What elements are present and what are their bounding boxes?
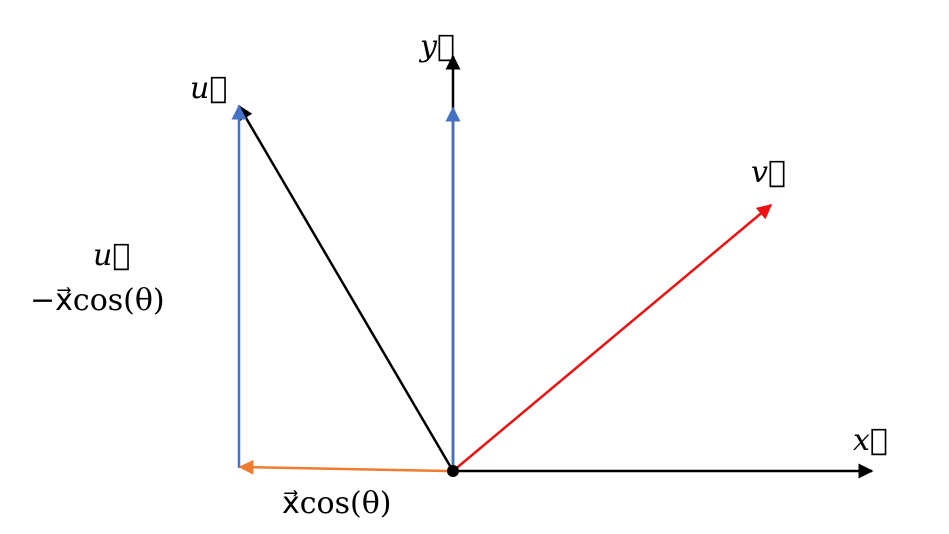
u-vector	[237, 104, 455, 472]
difference-label-line1: u⃗	[93, 238, 130, 273]
origin-point	[447, 465, 459, 477]
x-axis-label: x⃗	[853, 423, 888, 458]
y-axis-label: y⃗	[418, 29, 455, 64]
v-vector-label: v⃗	[751, 155, 786, 190]
u-vector-label: u⃗	[190, 71, 227, 106]
v-vector	[452, 204, 773, 472]
projection-vector	[238, 459, 449, 475]
projection-label: x⃗cos(θ)	[282, 486, 391, 521]
difference-label-line2: −x⃗cos(θ)	[30, 283, 165, 318]
